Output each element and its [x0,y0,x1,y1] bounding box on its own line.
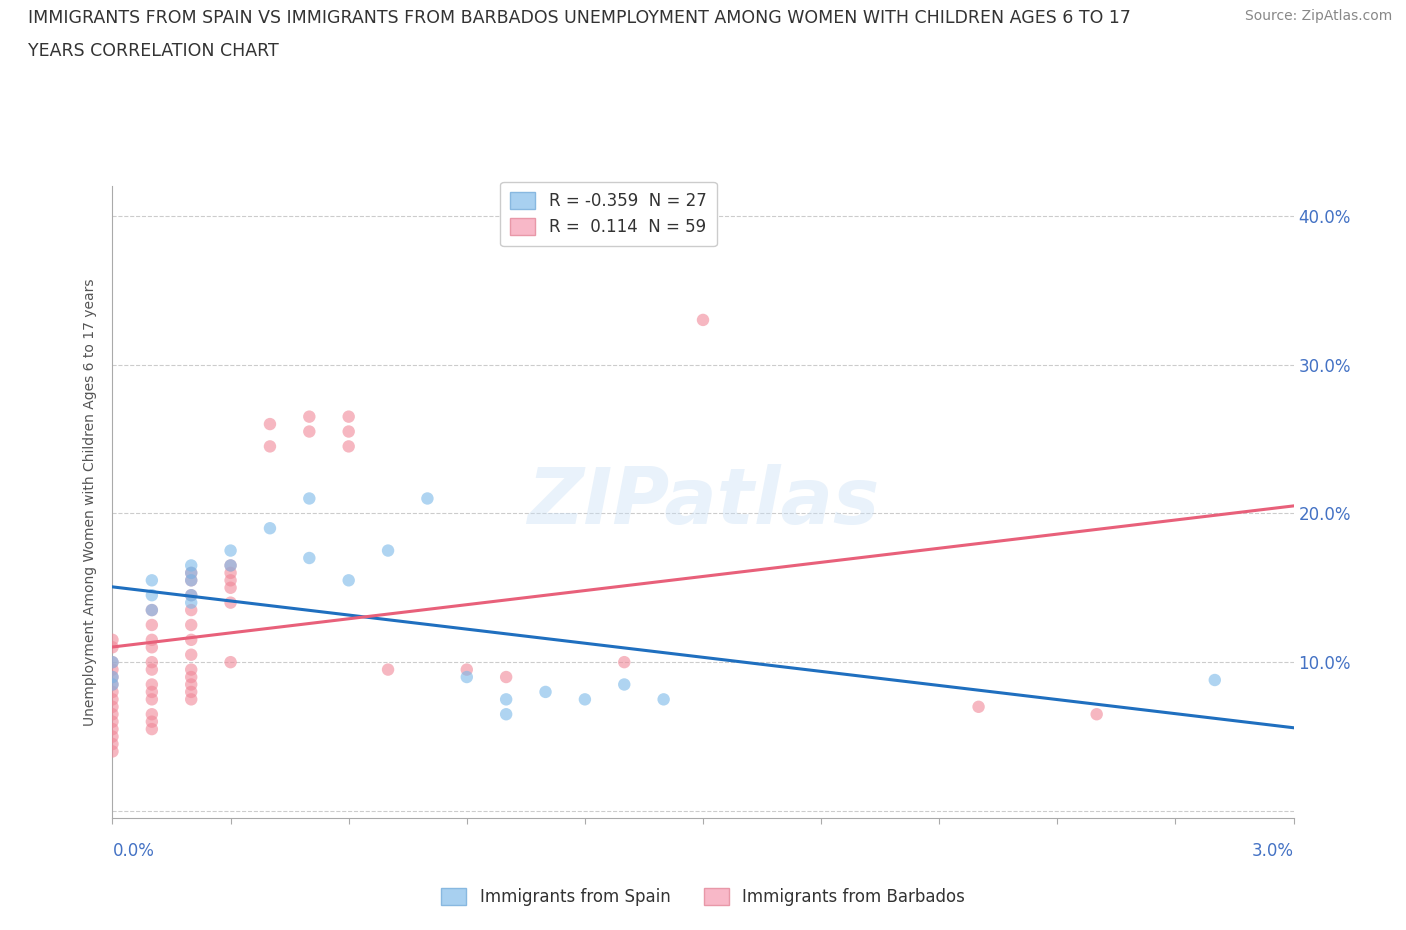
Point [1085,707,1108,722]
Text: 3.0%: 3.0% [1251,842,1294,859]
Point [101,707,124,722]
Text: IMMIGRANTS FROM SPAIN VS IMMIGRANTS FROM BARBADOS UNEMPLOYMENT AMONG WOMEN WITH : IMMIGRANTS FROM SPAIN VS IMMIGRANTS FROM… [28,9,1130,27]
Point [692,312,714,327]
Point [180,573,202,588]
Point [219,655,242,670]
Point [495,692,517,707]
Point [219,565,242,580]
Point [180,677,202,692]
Point [219,573,242,588]
Point [101,737,124,751]
Point [101,662,124,677]
Point [180,573,202,588]
Point [259,417,281,432]
Point [180,588,202,603]
Point [219,543,242,558]
Point [180,647,202,662]
Point [101,670,124,684]
Point [416,491,439,506]
Point [180,595,202,610]
Point [219,558,242,573]
Point [180,588,202,603]
Point [613,677,636,692]
Point [141,588,163,603]
Text: 0.0%: 0.0% [112,842,155,859]
Point [180,632,202,647]
Point [337,424,360,439]
Point [298,424,321,439]
Point [180,670,202,684]
Point [219,595,242,610]
Point [337,439,360,454]
Point [141,640,163,655]
Point [298,409,321,424]
Point [141,714,163,729]
Point [298,551,321,565]
Point [141,573,163,588]
Point [1204,672,1226,687]
Point [652,692,675,707]
Point [967,699,990,714]
Point [101,677,124,692]
Point [141,707,163,722]
Point [101,744,124,759]
Point [259,521,281,536]
Point [180,684,202,699]
Point [141,722,163,737]
Point [298,491,321,506]
Text: ZIPatlas: ZIPatlas [527,464,879,540]
Point [101,677,124,692]
Point [337,409,360,424]
Point [141,603,163,618]
Point [613,655,636,670]
Point [574,692,596,707]
Point [101,699,124,714]
Point [101,714,124,729]
Point [101,632,124,647]
Point [141,655,163,670]
Point [495,670,517,684]
Point [141,632,163,647]
Point [101,670,124,684]
Point [377,543,399,558]
Point [141,677,163,692]
Point [180,603,202,618]
Point [534,684,557,699]
Point [141,684,163,699]
Legend: R = -0.359  N = 27, R =  0.114  N = 59: R = -0.359 N = 27, R = 0.114 N = 59 [501,181,717,246]
Legend: Immigrants from Spain, Immigrants from Barbados: Immigrants from Spain, Immigrants from B… [434,881,972,912]
Point [456,662,478,677]
Point [180,618,202,632]
Point [101,722,124,737]
Point [377,662,399,677]
Y-axis label: Unemployment Among Women with Children Ages 6 to 17 years: Unemployment Among Women with Children A… [83,278,97,726]
Point [259,439,281,454]
Point [101,655,124,670]
Point [180,565,202,580]
Point [180,692,202,707]
Point [337,573,360,588]
Point [141,692,163,707]
Point [101,729,124,744]
Point [141,618,163,632]
Point [219,558,242,573]
Point [101,692,124,707]
Point [141,662,163,677]
Point [456,670,478,684]
Point [180,662,202,677]
Text: YEARS CORRELATION CHART: YEARS CORRELATION CHART [28,42,278,60]
Point [141,603,163,618]
Point [101,655,124,670]
Point [101,684,124,699]
Point [219,580,242,595]
Point [101,640,124,655]
Point [180,558,202,573]
Point [495,707,517,722]
Text: Source: ZipAtlas.com: Source: ZipAtlas.com [1244,9,1392,23]
Point [180,565,202,580]
